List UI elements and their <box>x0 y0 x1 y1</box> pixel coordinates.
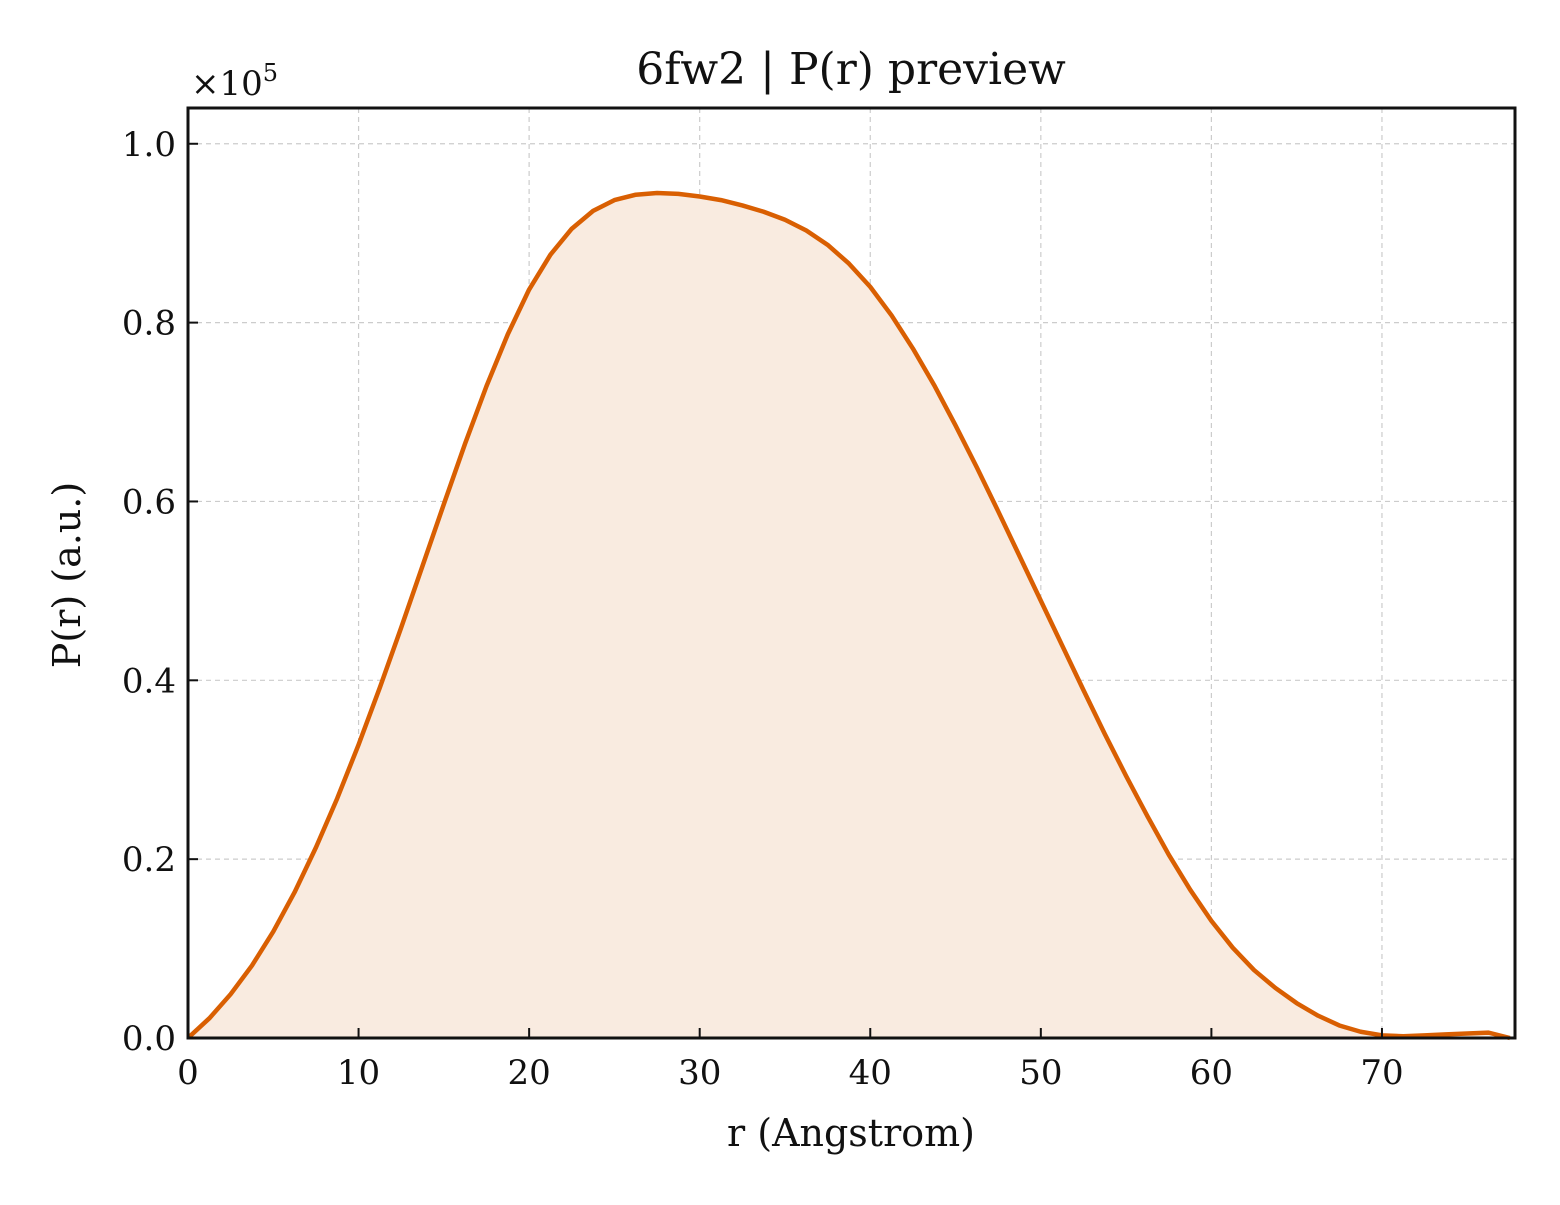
plot-frame <box>186 106 1517 1040</box>
x-axis-label: r (Angstrom) <box>727 1111 975 1155</box>
x-tick-label: 70 <box>1360 1053 1403 1093</box>
y-tick-label: 0.4 <box>122 661 176 701</box>
y-multiplier-exponent: 5 <box>263 59 278 87</box>
y-tick-label: 0.6 <box>122 482 176 522</box>
pr-area-fill <box>188 192 1510 1038</box>
x-tick-label: 20 <box>507 1053 550 1093</box>
pr-curve-line <box>186 190 1511 1041</box>
x-tick-label: 30 <box>678 1053 721 1093</box>
y-multiplier-base: ×10 <box>191 64 263 104</box>
y-axis-label: P(r) (a.u.) <box>45 482 89 668</box>
axis-ticks: 0 10 20 30 40 50 60 70 0.0 0.2 0.4 0.6 0.8 1.0 <box>122 125 1404 1093</box>
y-tick-label: 0.0 <box>122 1019 176 1059</box>
x-tick-label: 10 <box>337 1053 380 1093</box>
x-tick-label: 40 <box>849 1053 892 1093</box>
y-axis-multiplier: ×105 <box>191 59 278 104</box>
y-tick-label: 0.8 <box>122 304 176 344</box>
chart-title: 6fw2 | P(r) preview <box>636 44 1066 95</box>
x-tick-label: 50 <box>1019 1053 1062 1093</box>
y-tick-label: 0.2 <box>122 840 176 880</box>
x-tick-label: 0 <box>177 1053 199 1093</box>
y-tick-label: 1.0 <box>122 125 176 165</box>
x-tick-label: 60 <box>1190 1053 1233 1093</box>
